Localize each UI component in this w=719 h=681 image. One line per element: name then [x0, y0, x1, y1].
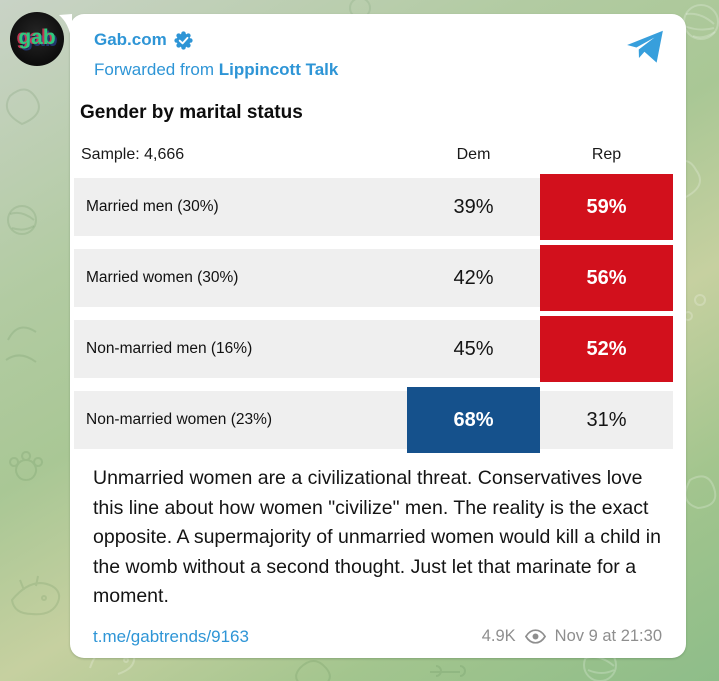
message-caption: Unmarried women are a civilizational thr… [93, 467, 661, 607]
dem-value: 39% [453, 195, 494, 218]
chart-meta-row: Sample: 4,666 Dem Rep [74, 146, 673, 168]
bubble-tail [59, 14, 72, 38]
rep-value: 31% [586, 408, 627, 431]
message-bubble: Gab.com Forwarded from Lippincott Talk G… [59, 14, 686, 658]
forwarded-from[interactable]: Forwarded from Lippincott Talk [94, 60, 338, 80]
channel-avatar[interactable]: gab [10, 12, 64, 66]
dem-value: 45% [453, 337, 494, 360]
rep-value-highlighted: 56% [540, 245, 673, 311]
channel-name-label: Gab.com [94, 30, 167, 49]
dem-value-highlighted: 68% [407, 387, 540, 453]
telegram-plane-icon [627, 30, 663, 63]
avatar-logo-text: gab [18, 26, 56, 49]
verified-badge-icon [174, 30, 193, 50]
channel-name[interactable]: Gab.com [94, 30, 193, 50]
forwarded-prefix: Forwarded from [94, 60, 214, 79]
table-row: Non-married men (16%) 45% 52% [74, 316, 673, 382]
view-count: 4.9K [481, 627, 516, 645]
eye-icon [524, 629, 546, 644]
message-meta: 4.9K Nov 9 at 21:30 [482, 627, 662, 646]
post-link[interactable]: t.me/gabtrends/9163 [93, 627, 249, 646]
column-header-rep: Rep [591, 146, 622, 163]
chart-title: Gender by marital status [80, 102, 303, 123]
row-label: Non-married women (23%) [86, 411, 273, 428]
forwarded-channel-name: Lippincott Talk [218, 60, 339, 79]
table-row: Married men (30%) 39% 59% [74, 174, 673, 240]
rep-value-highlighted: 59% [540, 174, 673, 240]
poll-table: Married men (30%) 39% 59% Married women … [74, 174, 673, 462]
table-row: Married women (30%) 42% 56% [74, 245, 673, 311]
row-label: Non-married men (16%) [86, 340, 253, 357]
sample-size-label: Sample: 4,666 [81, 146, 185, 163]
message-footer: t.me/gabtrends/9163 4.9K Nov 9 at 21:30 [93, 625, 662, 651]
column-header-dem: Dem [456, 146, 491, 163]
timestamp: Nov 9 at 21:30 [554, 627, 662, 645]
row-label: Married women (30%) [86, 269, 239, 286]
table-row: Non-married women (23%) 68% 31% [74, 387, 673, 453]
dem-value: 42% [453, 266, 494, 289]
rep-value-highlighted: 52% [540, 316, 673, 382]
row-label: Married men (30%) [86, 198, 219, 215]
